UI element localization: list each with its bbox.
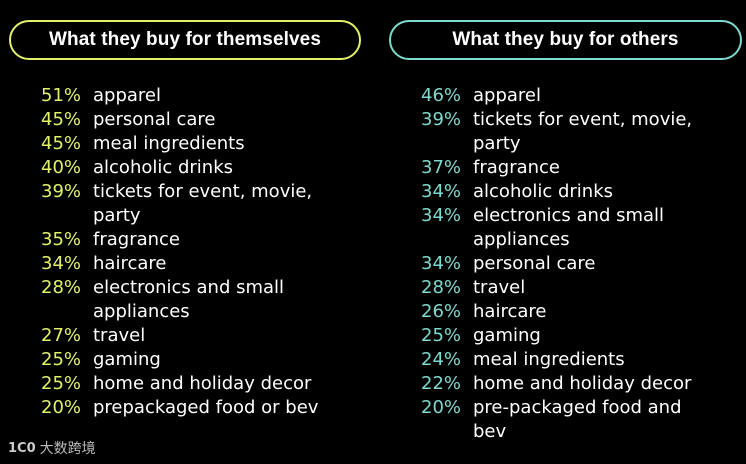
others-row-value: 22% [421,373,462,394]
others-row: 34% personal care [421,252,742,276]
others-row-label: pre-packaged food and bev [473,397,682,442]
themselves-row-value: 40% [41,157,82,178]
others-row-value: 34% [421,205,462,226]
others-row-label: tickets for event, movie, party [473,109,693,154]
themselves-row: 25% gaming [41,348,361,372]
others-row-label: personal care [473,253,596,274]
themselves-row-label: apparel [93,85,161,106]
themselves-row: 20% prepackaged food or bev [41,396,361,420]
others-row: 25% gaming [421,324,742,348]
watermark-logo-icon: 1C0 [8,440,36,456]
themselves-row-label: travel [93,325,146,346]
others-row-label: travel [473,277,526,298]
others-row-value: 46% [421,85,462,106]
others-row: 34% electronics and small appliances [421,204,742,252]
watermark-text: 大数跨境 [39,441,96,457]
themselves-row: 51% apparel [41,84,361,108]
others-row: 26% haircare [421,300,742,324]
themselves-row: 27% travel [41,324,361,348]
others-row: 20% pre-packaged food and bev [421,396,742,444]
themselves-row-value: 25% [41,349,82,370]
others-row-value: 39% [421,109,462,130]
themselves-row: 25% home and holiday decor [41,372,361,396]
themselves-row: 40% alcoholic drinks [41,156,361,180]
others-row-label: alcoholic drinks [473,181,614,202]
others-list: 46% apparel 39% tickets for event, movie, p… [389,84,742,444]
others-row: 39% tickets for event, movie, party [421,108,742,156]
themselves-row-value: 25% [41,373,82,394]
others-row-value: 28% [421,277,462,298]
themselves-row-value: 35% [41,229,82,250]
themselves-row-label: personal care [93,109,216,130]
themselves-row-label: gaming [93,349,161,370]
themselves-row-label: meal ingredients [93,133,245,154]
themselves-row: 39% tickets for event, movie, party [41,180,361,228]
themselves-row-value: 45% [41,109,82,130]
others-row-label: fragrance [473,157,561,178]
themselves-header-pill: What they buy for themselves [9,20,361,60]
others-row-label: gaming [473,325,541,346]
themselves-column: What they buy for themselves 51% apparel 4… [9,20,361,420]
others-row-label: apparel [473,85,541,106]
others-row-value: 34% [421,181,462,202]
themselves-row-label: prepackaged food or bev [93,397,319,418]
others-row-label: haircare [473,301,547,322]
themselves-row-value: 45% [41,133,82,154]
others-row: 37% fragrance [421,156,742,180]
others-row-value: 26% [421,301,462,322]
themselves-row-value: 27% [41,325,82,346]
themselves-row-value: 34% [41,253,82,274]
others-row-value: 37% [421,157,462,178]
themselves-row-label: fragrance [93,229,181,250]
others-row: 46% apparel [421,84,742,108]
others-row: 24% meal ingredients [421,348,742,372]
others-row: 34% alcoholic drinks [421,180,742,204]
themselves-row-value: 51% [41,85,82,106]
others-header-pill: What they buy for others [389,20,742,60]
themselves-row-label: haircare [93,253,167,274]
themselves-row-label: home and holiday decor [93,373,312,394]
others-row-value: 20% [421,397,462,418]
others-row-value: 25% [421,325,462,346]
others-row-value: 24% [421,349,462,370]
themselves-row: 45% meal ingredients [41,132,361,156]
themselves-list: 51% apparel 45% personal care 45% meal ingred… [9,84,361,420]
others-row-label: meal ingredients [473,349,625,370]
others-row: 22% home and holiday decor [421,372,742,396]
themselves-row: 28% electronics and small appliances [41,276,361,324]
themselves-row-value: 28% [41,277,82,298]
others-row-label: electronics and small appliances [473,205,665,250]
others-row-value: 34% [421,253,462,274]
themselves-row: 35% fragrance [41,228,361,252]
themselves-row-label: electronics and small appliances [93,277,285,322]
others-row: 28% travel [421,276,742,300]
others-column: What they buy for others 46% apparel 39% ti… [389,20,742,444]
themselves-row-value: 20% [41,397,82,418]
themselves-row-label: alcoholic drinks [93,157,234,178]
themselves-row-label: tickets for event, movie, party [93,181,313,226]
themselves-row-value: 39% [41,181,82,202]
themselves-row: 34% haircare [41,252,361,276]
watermark: 1C0 大数跨境 [8,438,96,458]
themselves-row: 45% personal care [41,108,361,132]
others-row-label: home and holiday decor [473,373,692,394]
